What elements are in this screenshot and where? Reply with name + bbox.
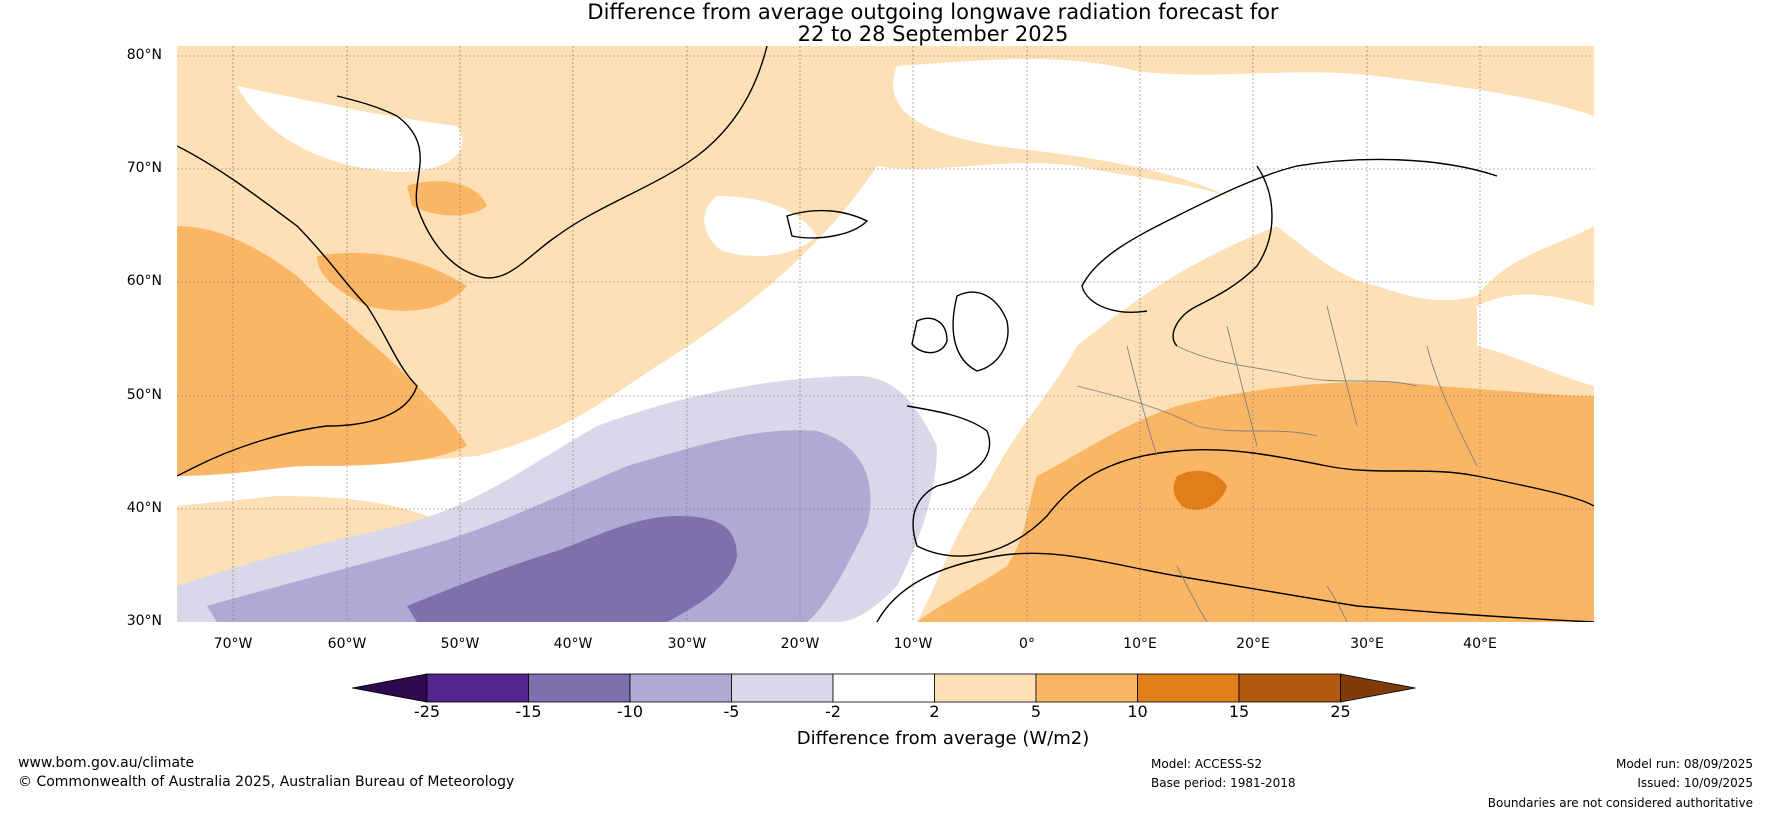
colorbar-segment [832,673,935,703]
lat-label-30n: 30°N [126,613,162,629]
colorbar-extend-low [352,673,428,703]
colorbar-tick-label: 5 [1030,702,1042,721]
coastline-scandinavia-baltic [1172,165,1273,347]
lon-label-40e: 40°E [1463,636,1497,652]
forecast-map [177,46,1594,622]
coastline-britain [952,291,1009,372]
lat-label-70n: 70°N [126,160,162,176]
map-title-line2: 22 to 28 September 2025 [797,22,1069,46]
colorbar-label: Difference from average (W/m2) [796,728,1090,749]
footer-disclaimer: Boundaries are not considered authoritat… [1487,796,1753,810]
colorbar-segment [1035,673,1138,703]
colorbar [352,673,1416,703]
colorbar-tick-label: 25 [1330,702,1351,721]
lat-label-40n: 40°N [126,500,162,516]
lat-label-50n: 50°N [126,387,162,403]
lon-label-40w: 40°W [553,636,593,652]
colorbar-tick-label: 10 [1127,702,1148,721]
colorbar-tick-label: 15 [1228,702,1250,721]
coastline-greenland [336,46,768,279]
lon-label-20e: 20°E [1236,636,1270,652]
footer-copyright: © Commonwealth of Australia 2025, Austra… [18,774,515,790]
colorbar-segment [629,673,732,703]
positive-anomaly-canada [177,226,467,476]
neutral-region-east [1477,294,1594,386]
coastline-iberia-europe [906,405,1594,557]
lon-label-0: 0° [1019,636,1035,652]
positive-anomaly-greenland-sw [407,181,487,216]
positive-anomaly-labrador [317,252,467,311]
neutral-region-greenland-coast [237,86,463,172]
colorbar-segment [1238,673,1341,703]
lon-label-50w: 50°W [440,636,480,652]
coastline-norway [1081,158,1498,313]
colorbar-extend-high [1340,673,1416,703]
coastline-canada [177,145,418,477]
country-borders [1076,305,1478,622]
colorbar-tick-label: -25 [413,702,441,721]
neutral-region-iceland [704,196,817,256]
colorbar-tick-label: -10 [616,702,644,721]
lon-label-30w: 30°W [667,636,707,652]
colorbar-segment [934,673,1037,703]
colorbar-segment [426,673,529,703]
footer-model-run: Model run: 08/09/2025 [1615,757,1753,771]
footer-model: Model: ACCESS-S2 [1151,757,1263,771]
footer-website: www.bom.gov.au/climate [18,755,195,771]
neutral-region-north [893,59,1594,301]
lon-label-70w: 70°W [213,636,253,652]
colorbar-tick-label: -15 [515,702,542,721]
lon-label-60w: 60°W [327,636,367,652]
lon-label-10e: 10°E [1123,636,1157,652]
colorbar-segment [1137,673,1240,703]
positive-anomaly-europe [917,382,1594,622]
map-title-line1: Difference from average outgoing longwav… [587,0,1279,24]
colorbar-segment [528,673,631,703]
negative-anomaly-strong [407,516,737,622]
colorbar-tick-label: -5 [723,702,740,721]
lat-label-60n: 60°N [126,273,162,289]
colorbar-tick-label: 2 [929,702,940,721]
colorbar-segment [731,673,834,703]
coastline-iceland [786,209,869,239]
lon-label-20w: 20°W [780,636,820,652]
coastline-ireland [911,317,948,354]
lat-label-80n: 80°N [126,47,162,63]
strong-positive-anomaly-italy [1173,470,1227,510]
lon-label-30e: 30°E [1350,636,1384,652]
colorbar-tick-label: -2 [825,702,841,721]
footer-issued: Issued: 10/09/2025 [1637,776,1753,790]
lon-label-10w: 10°W [893,636,933,652]
footer-base-period: Base period: 1981-2018 [1151,776,1296,790]
coastline-africa [876,552,1594,622]
graticule [177,46,1594,622]
coastlines [177,46,1594,622]
